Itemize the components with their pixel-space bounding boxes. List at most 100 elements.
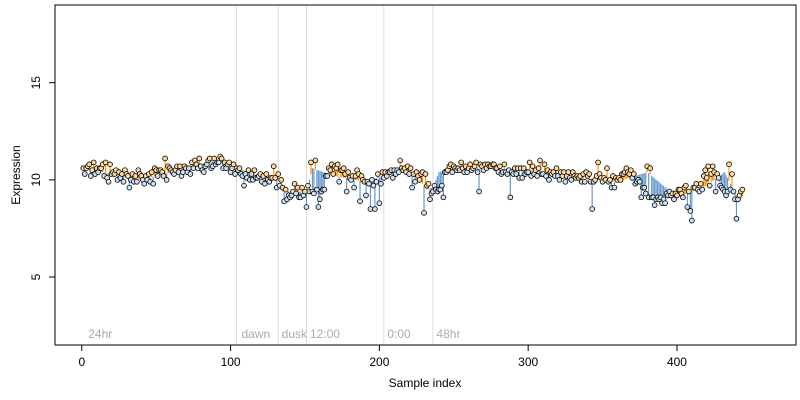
data-point [373, 179, 380, 185]
data-point [647, 165, 653, 172]
region-label: dawn [242, 327, 271, 341]
data-point [568, 177, 575, 183]
data-point [729, 171, 735, 177]
data-point [699, 186, 706, 193]
data-point [412, 179, 418, 185]
data-point [314, 186, 320, 193]
data-point [697, 180, 704, 187]
data-point [312, 157, 319, 164]
data-point [507, 194, 514, 201]
data-point [226, 159, 232, 166]
data-point [315, 204, 322, 210]
data-point [427, 196, 433, 203]
data-point [617, 177, 624, 183]
data-point [607, 177, 613, 183]
data-point [712, 188, 719, 195]
data-point [546, 177, 552, 183]
data-point [275, 171, 281, 177]
data-point [440, 194, 447, 201]
data-point [154, 173, 161, 179]
data-point [230, 161, 237, 168]
data-point [196, 155, 203, 162]
data-point [366, 180, 372, 187]
data-point [715, 175, 722, 181]
data-point [126, 184, 133, 191]
data-point [709, 163, 716, 170]
data-point [662, 200, 668, 206]
data-point [327, 167, 334, 173]
x-tick-label: 100 [221, 355, 241, 369]
data-point [245, 167, 252, 173]
data-point [370, 182, 377, 189]
data-point [215, 159, 222, 166]
region-label: dusk [282, 327, 308, 341]
x-axis: 0 100 200 300 400 [78, 345, 687, 369]
x-tick-label: 300 [518, 355, 538, 369]
data-point [425, 180, 432, 187]
data-point [89, 167, 95, 173]
data-point [449, 169, 456, 175]
region-label: 24hr [88, 327, 112, 341]
data-point [102, 159, 109, 166]
data-point [270, 163, 277, 170]
data-point [378, 180, 384, 187]
data-point [541, 161, 548, 168]
data-point [241, 182, 247, 189]
data-point [340, 165, 347, 172]
data-point [407, 165, 414, 172]
data-point [683, 182, 689, 189]
data-point [520, 165, 527, 172]
y-tick-label: 15 [29, 76, 43, 90]
data-point [263, 171, 270, 177]
data-point [730, 188, 737, 195]
data-point [282, 186, 289, 193]
data-point [87, 173, 94, 179]
data-point [422, 171, 429, 177]
data-point [395, 169, 402, 175]
data-point [706, 182, 713, 189]
data-point [631, 171, 637, 177]
y-tick-label: 5 [29, 273, 43, 280]
data-point [278, 177, 284, 183]
data-point [439, 182, 445, 189]
data-point [534, 173, 540, 179]
data-point [595, 159, 601, 166]
x-tick-label: 200 [369, 355, 389, 369]
data-point [687, 208, 694, 214]
data-point [120, 179, 127, 185]
data-point [343, 188, 350, 195]
region-label: 48hr [436, 327, 460, 341]
data-point [501, 161, 508, 168]
data-point [160, 173, 167, 179]
data-point [525, 169, 531, 175]
data-point [638, 194, 645, 201]
data-point [303, 204, 310, 210]
data-points [80, 153, 746, 224]
x-axis-label: Sample index [389, 376, 462, 390]
data-point [272, 175, 279, 181]
data-point [562, 179, 569, 185]
data-point [628, 167, 634, 173]
data-point [553, 165, 560, 172]
data-point [702, 167, 709, 173]
data-point [726, 161, 732, 168]
data-point [148, 169, 155, 175]
data-point [651, 202, 658, 208]
data-point [526, 159, 533, 166]
y-tick-label: 10 [29, 173, 43, 187]
data-point [321, 186, 328, 193]
data-point [641, 184, 648, 191]
data-point [467, 161, 473, 168]
data-point [163, 177, 170, 183]
data-point [556, 177, 563, 183]
data-point [132, 173, 139, 179]
data-point [125, 173, 131, 179]
data-point [409, 184, 415, 191]
data-point [733, 215, 740, 222]
data-point [141, 180, 148, 187]
data-point [345, 169, 351, 175]
x-tick-label: 0 [78, 355, 85, 369]
plot-frame [54, 4, 797, 346]
region-label: 0:00 [387, 327, 411, 341]
